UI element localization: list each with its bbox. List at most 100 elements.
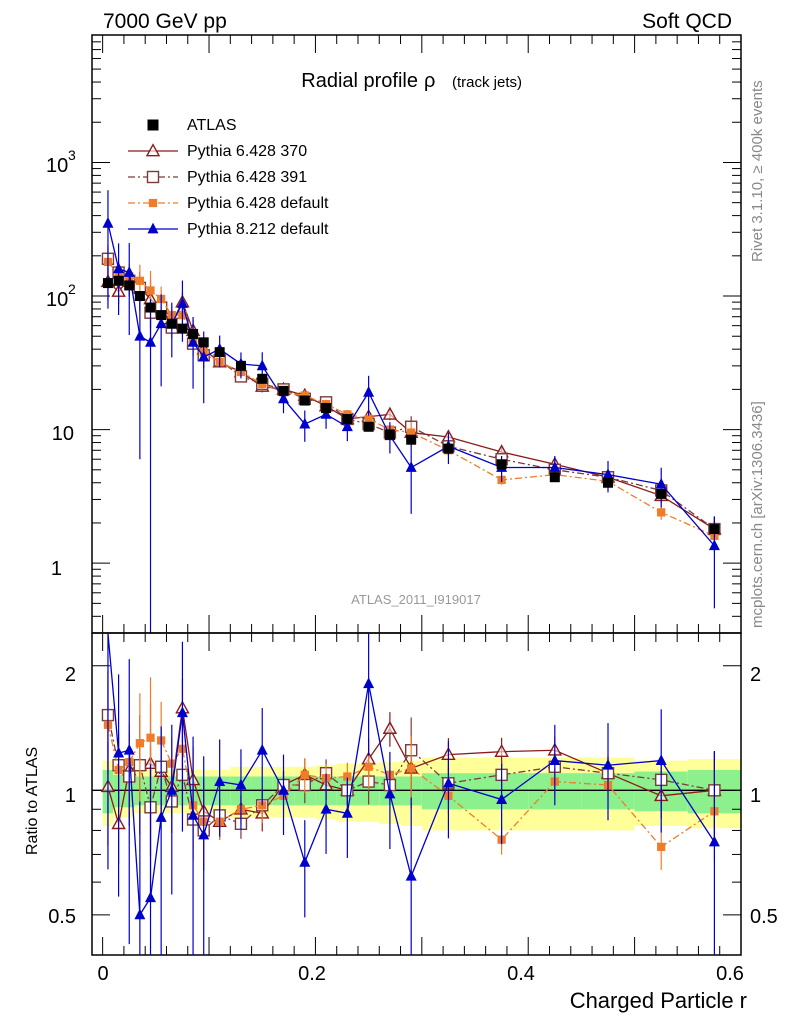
ratio-series-line	[107, 632, 715, 917]
main-point	[187, 336, 199, 347]
main-point	[123, 266, 135, 277]
main-point	[382, 406, 398, 420]
main-point	[156, 310, 167, 321]
main-point	[278, 385, 289, 396]
main-point	[113, 275, 124, 286]
main-point	[363, 386, 375, 397]
main-point	[166, 318, 177, 329]
xtick-label-0: 0	[97, 963, 108, 985]
main-ytick-label-1000-base: 10	[46, 155, 68, 177]
ratio-point	[384, 787, 396, 799]
ratio-series-line	[107, 714, 715, 832]
main-point	[299, 417, 311, 429]
main-point	[657, 508, 666, 517]
main-series-4	[102, 190, 720, 633]
xtick-label-02: 0.2	[298, 963, 326, 985]
main-point	[102, 217, 114, 228]
main-point	[405, 461, 417, 472]
main-ytick-label-10: 10	[52, 423, 74, 445]
y-axis-title-ratio: Ratio to ATLAS	[24, 747, 41, 855]
watermark: ATLAS_2011_I919017	[351, 592, 481, 607]
ratio-point	[278, 784, 290, 795]
ratio-point	[135, 739, 145, 748]
main-point	[235, 360, 246, 371]
main-point	[124, 280, 135, 291]
main-series-0	[102, 275, 720, 535]
ratio-point	[320, 802, 332, 814]
main-point	[603, 477, 614, 488]
main-ytick-label-100-base: 10	[46, 289, 68, 311]
ratio-point	[364, 762, 373, 771]
main-point	[145, 302, 156, 313]
legend: ATLAS Pythia 6.428 370 Pythia 6.428 391 …	[128, 117, 329, 238]
ratio-point	[405, 869, 417, 881]
main-point	[496, 459, 507, 470]
ratio-series-4	[107, 632, 720, 955]
ratio-point	[256, 743, 268, 755]
main-point	[384, 429, 395, 440]
main-point	[709, 524, 720, 535]
ratio-ytick-label-right-05: 0.5	[750, 906, 778, 928]
ratio-ytick-label-right-2: 2	[750, 664, 761, 686]
mcplots-label: mcplots.cern.ch [arXiv:1306.3436]	[749, 401, 766, 628]
legend-label-atlas: ATLAS	[187, 117, 237, 134]
main-point	[177, 323, 188, 334]
main-point	[656, 488, 667, 499]
ratio-panel	[91, 632, 742, 956]
main-point	[135, 276, 145, 285]
xtick-label-06: 0.6	[716, 963, 744, 985]
main-point	[214, 347, 225, 358]
main-point	[198, 350, 210, 362]
main-panel	[91, 34, 742, 634]
xtick-label-04: 0.4	[507, 963, 535, 985]
main-point	[300, 391, 309, 400]
legend-label-p8def: Pythia 8.212 default	[187, 221, 329, 238]
header-energy: 7000 GeV pp	[103, 10, 227, 33]
ratio-point	[341, 806, 353, 818]
main-point	[341, 420, 353, 432]
ratio-point	[155, 811, 167, 822]
ratio-point	[496, 793, 508, 804]
ratio-point	[176, 706, 188, 718]
ratio-point	[123, 743, 135, 755]
ratio-point	[442, 776, 454, 788]
main-ytick-label-1: 1	[51, 558, 62, 580]
main-point	[256, 359, 268, 371]
ratio-point	[300, 770, 309, 779]
main-point	[188, 328, 199, 339]
main-point	[299, 395, 310, 406]
main-point	[655, 477, 667, 489]
ratio-ytick-label-1: 1	[65, 785, 76, 807]
ratio-ytick-label-right-1: 1	[750, 785, 761, 807]
main-point	[342, 414, 353, 425]
main-point	[176, 297, 188, 308]
legend-marker	[148, 198, 158, 208]
ratio-point	[708, 835, 720, 847]
main-point	[134, 291, 145, 302]
legend-marker	[146, 170, 160, 184]
main-ytick-label-100-exp: 2	[68, 281, 76, 297]
main-point	[198, 337, 209, 348]
ratio-point	[198, 828, 210, 840]
ratio-ytick-label-2: 2	[65, 664, 76, 686]
legend-label-p370: Pythia 6.428 370	[187, 143, 307, 160]
main-point	[708, 539, 720, 551]
ratio-point	[494, 743, 509, 758]
ratio-point	[655, 754, 667, 765]
legend-marker	[147, 119, 159, 131]
main-point	[146, 286, 155, 295]
ratio-point	[214, 775, 226, 786]
ratio-point	[235, 778, 247, 790]
main-point	[407, 428, 416, 437]
main-point	[102, 278, 113, 289]
ratio-point	[382, 720, 398, 734]
main-series-line	[107, 223, 715, 547]
ratio-point	[657, 842, 666, 852]
legend-label-p391: Pythia 6.428 391	[187, 169, 307, 186]
ratio-point	[187, 809, 199, 820]
main-point	[602, 468, 614, 480]
legend-label-p6def: Pythia 6.428 default	[187, 195, 329, 212]
ratio-point	[145, 891, 157, 903]
ratio-point	[146, 733, 155, 742]
